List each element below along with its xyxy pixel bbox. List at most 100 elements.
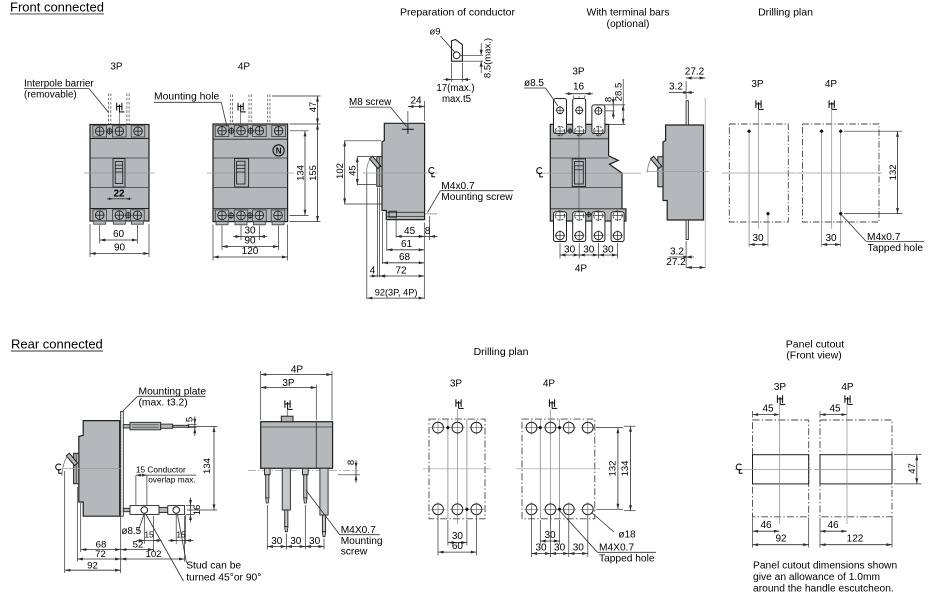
svg-text:(Front view): (Front view) — [786, 350, 841, 362]
svg-text:With terminal bars: With terminal bars — [587, 8, 670, 19]
svg-text:3.2: 3.2 — [670, 246, 684, 257]
svg-text:134: 134 — [202, 458, 213, 474]
svg-text:68: 68 — [96, 540, 107, 551]
svg-text:120: 120 — [242, 246, 259, 257]
svg-text:(removable): (removable) — [24, 89, 77, 100]
svg-text:72: 72 — [95, 549, 106, 560]
svg-text:92: 92 — [87, 560, 98, 571]
svg-text:Drilling plan: Drilling plan — [758, 7, 813, 19]
svg-text:16: 16 — [192, 505, 203, 516]
svg-text:132: 132 — [888, 164, 899, 180]
svg-text:ø8.5: ø8.5 — [122, 526, 142, 537]
svg-text:Preparation of conductor: Preparation of conductor — [400, 7, 515, 19]
svg-text:Interpole barrier: Interpole barrier — [24, 78, 94, 89]
svg-text:give an allowance of 1.0mm: give an allowance of 1.0mm — [753, 572, 880, 583]
svg-text:Tapped hole: Tapped hole — [868, 243, 924, 254]
svg-text:102: 102 — [335, 163, 346, 179]
svg-text:30: 30 — [573, 543, 585, 554]
svg-text:72: 72 — [395, 265, 407, 276]
svg-text:4P: 4P — [575, 264, 588, 275]
svg-text:Stud can be: Stud can be — [186, 561, 241, 572]
svg-text:4P: 4P — [291, 365, 304, 376]
svg-text:46: 46 — [827, 520, 839, 531]
svg-text:Mounting: Mounting — [341, 536, 383, 547]
svg-text:92(3P, 4P): 92(3P, 4P) — [375, 288, 418, 298]
svg-text:92: 92 — [775, 534, 787, 545]
svg-text:4P: 4P — [238, 62, 251, 73]
svg-text:16: 16 — [573, 82, 585, 93]
svg-text:30: 30 — [564, 244, 576, 255]
svg-text:15: 15 — [144, 530, 154, 540]
svg-text:24: 24 — [410, 96, 422, 107]
svg-text:60: 60 — [113, 229, 125, 240]
svg-text:turned 45°or 90°: turned 45°or 90° — [186, 572, 261, 583]
svg-text:46: 46 — [760, 520, 772, 531]
svg-text:30: 30 — [825, 233, 837, 244]
svg-text:3P: 3P — [572, 67, 585, 78]
svg-text:(max. t3.2): (max. t3.2) — [139, 398, 188, 409]
svg-text:M8 screw: M8 screw — [349, 97, 392, 108]
svg-text:27.2: 27.2 — [666, 257, 686, 268]
svg-text:Tapped hole: Tapped hole — [599, 554, 655, 565]
svg-text:around the handle escutcheon.: around the handle escutcheon. — [753, 584, 894, 595]
svg-text:30: 30 — [554, 543, 566, 554]
svg-text:3P: 3P — [751, 79, 764, 90]
svg-text:15 Conductor: 15 Conductor — [136, 464, 186, 474]
svg-text:90: 90 — [114, 243, 126, 254]
svg-text:47: 47 — [308, 102, 319, 113]
svg-text:4P: 4P — [543, 379, 556, 390]
svg-text:30: 30 — [290, 536, 302, 547]
svg-text:Mounting screw: Mounting screw — [441, 192, 513, 203]
svg-text:5: 5 — [185, 417, 196, 422]
svg-text:61: 61 — [401, 239, 413, 250]
svg-text:8: 8 — [425, 226, 431, 237]
svg-text:3P: 3P — [282, 378, 295, 389]
svg-text:8: 8 — [604, 97, 615, 102]
svg-text:132: 132 — [607, 461, 618, 477]
svg-text:134: 134 — [295, 165, 306, 181]
svg-text:60: 60 — [452, 541, 464, 552]
svg-text:30: 30 — [271, 536, 283, 547]
svg-text:ø9: ø9 — [429, 27, 440, 38]
svg-text:3.2: 3.2 — [669, 82, 683, 93]
svg-text:Rear connected: Rear connected — [11, 337, 103, 352]
svg-text:max.t5: max.t5 — [442, 94, 471, 105]
svg-text:68: 68 — [399, 252, 411, 263]
svg-text:30: 30 — [244, 226, 256, 237]
svg-text:27.2: 27.2 — [685, 67, 705, 78]
svg-text:3P: 3P — [774, 382, 787, 393]
svg-text:Mounting plate: Mounting plate — [139, 387, 207, 398]
svg-text:45: 45 — [348, 165, 359, 176]
svg-text:47: 47 — [907, 463, 918, 474]
svg-text:Mounting hole: Mounting hole — [154, 92, 219, 103]
svg-text:30: 30 — [583, 244, 595, 255]
svg-text:3P: 3P — [110, 62, 123, 73]
svg-text:30: 30 — [309, 536, 321, 547]
svg-text:45: 45 — [404, 226, 416, 237]
svg-text:30: 30 — [752, 233, 764, 244]
svg-text:Panel cutout dimensions shown: Panel cutout dimensions shown — [753, 561, 897, 572]
svg-text:Drilling plan: Drilling plan — [474, 346, 529, 358]
svg-text:4P: 4P — [825, 79, 838, 90]
svg-text:8.5(max.): 8.5(max.) — [483, 38, 494, 78]
svg-text:28.5: 28.5 — [613, 83, 624, 102]
svg-text:122: 122 — [847, 534, 864, 545]
svg-text:4P: 4P — [841, 382, 854, 393]
svg-text:N: N — [276, 147, 282, 156]
svg-text:overlap max.: overlap max. — [148, 474, 196, 484]
svg-text:30: 30 — [452, 531, 464, 542]
svg-text:45: 45 — [829, 404, 841, 415]
svg-text:30: 30 — [535, 543, 547, 554]
svg-text:M4x0.7: M4x0.7 — [441, 181, 475, 192]
svg-text:screw: screw — [341, 547, 368, 558]
svg-text:90: 90 — [244, 236, 256, 247]
svg-text:30: 30 — [602, 244, 614, 255]
svg-text:52: 52 — [133, 540, 144, 551]
svg-text:45: 45 — [762, 404, 774, 415]
svg-text:155: 155 — [308, 165, 319, 181]
svg-text:134: 134 — [620, 461, 631, 477]
svg-text:ø8.5: ø8.5 — [524, 78, 544, 89]
svg-text:M4X0.7: M4X0.7 — [341, 525, 376, 536]
svg-text:Front connected: Front connected — [10, 0, 104, 15]
svg-text:8: 8 — [346, 460, 357, 465]
